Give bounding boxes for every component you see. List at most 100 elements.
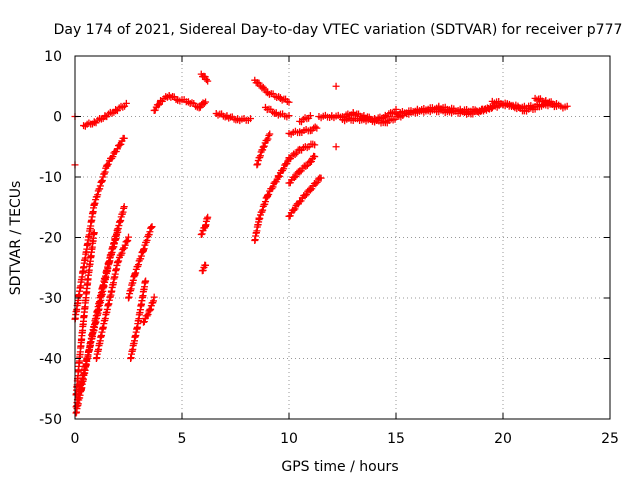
data-point bbox=[124, 237, 132, 245]
data-point bbox=[306, 112, 314, 120]
data-point bbox=[142, 277, 150, 285]
series-flat-2 bbox=[212, 109, 254, 125]
data-point bbox=[256, 152, 264, 160]
data-point bbox=[149, 297, 157, 305]
data-point bbox=[131, 270, 139, 278]
series-seg-e3 bbox=[285, 123, 321, 138]
data-point bbox=[125, 233, 132, 241]
data-point bbox=[122, 99, 130, 107]
data-point bbox=[120, 203, 128, 211]
series-arc-d2 bbox=[253, 130, 274, 169]
data-points bbox=[71, 70, 571, 417]
series-arc-c2 bbox=[198, 261, 210, 275]
data-point bbox=[134, 261, 142, 269]
data-point bbox=[280, 165, 288, 173]
data-point bbox=[259, 206, 267, 214]
x-axis-label: GPS time / hours bbox=[281, 459, 398, 475]
data-point bbox=[286, 212, 294, 220]
y-tick-label: 0 bbox=[53, 110, 62, 126]
x-tick-label: 15 bbox=[387, 431, 405, 447]
series-arc-b1 bbox=[125, 223, 156, 302]
data-point bbox=[104, 160, 112, 168]
data-point bbox=[143, 236, 151, 244]
data-point bbox=[261, 198, 269, 206]
data-point bbox=[266, 130, 274, 138]
data-point bbox=[202, 98, 210, 106]
data-point bbox=[96, 182, 104, 190]
data-point bbox=[147, 305, 155, 313]
data-point bbox=[255, 215, 263, 223]
data-point bbox=[265, 190, 273, 198]
y-tick-label: -30 bbox=[39, 291, 62, 307]
data-point bbox=[90, 200, 98, 208]
data-point bbox=[151, 106, 159, 114]
data-point bbox=[117, 140, 125, 148]
data-point bbox=[254, 160, 262, 168]
chart-title: Day 174 of 2021, Sidereal Day-to-day VTE… bbox=[54, 22, 623, 38]
data-point bbox=[199, 266, 207, 274]
data-point bbox=[115, 257, 123, 265]
data-point bbox=[91, 199, 99, 207]
x-tick-label: 20 bbox=[494, 431, 512, 447]
data-point bbox=[286, 179, 294, 187]
data-point bbox=[202, 261, 210, 269]
data-point bbox=[154, 101, 162, 109]
data-point bbox=[146, 228, 154, 236]
data-point bbox=[311, 153, 319, 161]
data-point bbox=[202, 76, 210, 84]
data-point bbox=[317, 174, 325, 182]
data-point bbox=[553, 100, 560, 108]
y-tick-label: -40 bbox=[39, 352, 62, 368]
data-point bbox=[313, 124, 321, 132]
data-point bbox=[274, 173, 282, 181]
series-arc-a4 bbox=[72, 228, 122, 411]
data-point bbox=[101, 168, 109, 176]
data-point bbox=[297, 197, 305, 205]
data-point bbox=[98, 177, 106, 185]
data-point bbox=[116, 141, 124, 149]
data-point bbox=[113, 145, 121, 153]
y-tick-label: -20 bbox=[39, 231, 62, 247]
series-arc-a5 bbox=[92, 233, 132, 362]
series-seg-e1 bbox=[251, 76, 293, 106]
series-arc-b2 bbox=[127, 277, 150, 362]
data-point bbox=[285, 112, 293, 120]
data-point bbox=[198, 230, 206, 238]
data-point bbox=[100, 170, 108, 178]
data-point bbox=[118, 249, 126, 257]
data-point bbox=[301, 192, 309, 200]
data-point bbox=[132, 269, 140, 277]
data-point bbox=[312, 180, 320, 188]
data-point bbox=[290, 174, 298, 182]
data-point bbox=[109, 153, 117, 161]
series-arc-d1 bbox=[251, 140, 319, 245]
data-point bbox=[120, 134, 128, 142]
x-tick-label: 10 bbox=[280, 431, 298, 447]
data-point bbox=[90, 229, 98, 237]
series-arc-d3 bbox=[285, 174, 325, 220]
x-tick-label: 5 bbox=[178, 431, 187, 447]
data-point bbox=[291, 151, 299, 159]
data-point bbox=[200, 99, 208, 107]
data-point bbox=[260, 142, 268, 150]
series-flat-6 bbox=[488, 97, 543, 115]
data-point bbox=[563, 102, 571, 110]
data-point bbox=[143, 312, 151, 320]
data-point bbox=[265, 131, 273, 139]
data-point bbox=[114, 258, 122, 266]
data-point bbox=[302, 191, 310, 199]
data-point bbox=[256, 215, 264, 223]
data-point bbox=[147, 224, 155, 232]
data-point bbox=[287, 155, 295, 163]
data-point bbox=[147, 223, 155, 231]
y-axis-label: SDTVAR / TECUs bbox=[8, 181, 24, 296]
y-tick-label: -50 bbox=[39, 412, 62, 428]
data-point bbox=[264, 135, 272, 143]
axis-ticks: 0 5 10 15 20 25 -50 -40 -30 -20 -10 0 10 bbox=[39, 49, 619, 447]
y-tick-label: -10 bbox=[39, 170, 62, 186]
data-point bbox=[204, 77, 212, 85]
data-point bbox=[103, 161, 111, 169]
x-tick-label: 0 bbox=[71, 431, 80, 447]
